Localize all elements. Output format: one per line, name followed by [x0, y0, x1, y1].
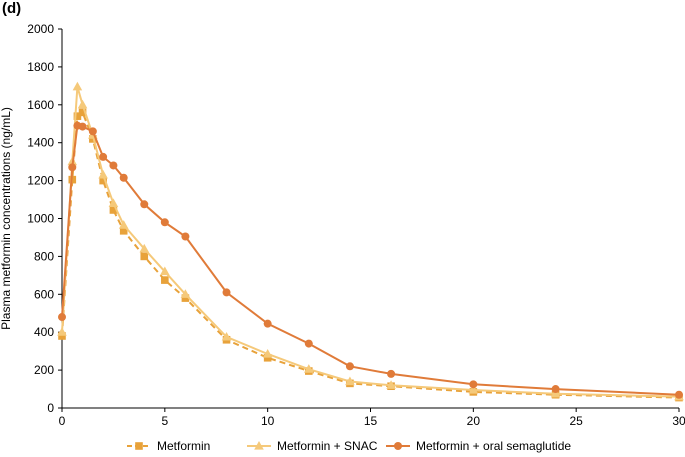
legend-item: Metformin + oral semaglutide	[386, 439, 571, 453]
data-point	[468, 384, 479, 394]
y-tick-label: 1200	[27, 174, 54, 188]
data-point	[181, 232, 190, 241]
y-tick-label: 400	[34, 325, 54, 339]
x-tick-label: 0	[59, 414, 66, 428]
x-tick-label: 10	[261, 414, 275, 428]
data-point	[263, 319, 272, 328]
y-tick-label: 200	[34, 363, 54, 377]
y-tick-label: 1000	[27, 212, 54, 226]
legend-item: Metformin	[127, 439, 210, 453]
data-point	[161, 276, 169, 284]
chart-legend: Metformin Metformin + SNAC Metformin + ora…	[127, 439, 571, 453]
legend-swatch-marker	[254, 441, 264, 450]
y-tick-label: 1600	[27, 98, 54, 112]
x-tick-label: 25	[569, 414, 583, 428]
data-point	[387, 369, 396, 378]
data-point	[139, 243, 150, 253]
legend-label: Metformin + oral semaglutide	[416, 439, 571, 453]
data-point	[140, 252, 149, 261]
data-point	[469, 380, 478, 389]
data-point	[160, 266, 170, 276]
data-point	[386, 380, 396, 389]
data-point	[119, 173, 128, 182]
data-point	[78, 122, 87, 131]
data-point	[221, 331, 232, 341]
data-point	[180, 289, 191, 298]
data-point	[550, 388, 561, 398]
y-tick-label: 0	[47, 401, 54, 415]
series-line	[61, 110, 680, 399]
legend-swatch-marker	[394, 442, 402, 450]
legend-label: Metformin + SNAC	[277, 439, 378, 453]
data-point	[118, 220, 129, 229]
legend-item: Metformin + SNAC	[247, 439, 378, 453]
y-axis-label: Plasma metformin concentrations (ng/mL)	[0, 107, 13, 330]
data-point	[77, 99, 88, 109]
data-point	[98, 169, 108, 179]
data-point	[262, 348, 273, 358]
data-point	[304, 364, 314, 373]
data-point	[73, 112, 82, 120]
data-point	[109, 206, 118, 214]
data-point	[304, 339, 313, 348]
data-point	[99, 176, 107, 185]
y-tick-label: 2000	[27, 22, 54, 36]
data-point	[345, 376, 355, 386]
chart-series	[57, 81, 684, 402]
data-point	[222, 288, 231, 297]
data-point	[68, 163, 77, 172]
y-tick-label: 1800	[27, 60, 54, 74]
x-tick-label: 15	[364, 414, 378, 428]
x-tick-label: 20	[467, 414, 481, 428]
y-tick-label: 800	[34, 249, 54, 263]
x-tick-label: 30	[672, 414, 685, 428]
data-point	[119, 227, 128, 235]
series-line	[61, 86, 680, 398]
y-tick-label: 1400	[27, 136, 54, 150]
data-point	[140, 200, 149, 209]
data-point	[551, 385, 560, 394]
series-2	[57, 81, 684, 401]
panel-label: (d)	[2, 0, 22, 17]
data-point	[58, 313, 66, 322]
data-point	[78, 108, 87, 117]
legend-label: Metformin	[157, 439, 210, 453]
data-point	[263, 353, 272, 362]
data-point	[72, 81, 83, 91]
data-point	[88, 127, 97, 136]
data-point	[181, 294, 190, 302]
data-point	[108, 198, 119, 207]
chart-axes: 0 200 400 600 800 1000 1200 1400 1600 1800 2000 0 5 1…	[0, 22, 685, 428]
data-point	[160, 218, 169, 227]
data-point	[675, 390, 683, 399]
data-point	[58, 332, 66, 340]
data-point	[99, 152, 108, 161]
series-3	[58, 121, 683, 399]
data-point	[109, 161, 118, 170]
y-tick-label: 600	[34, 287, 54, 301]
legend-swatch-marker	[135, 442, 143, 450]
x-tick-label: 5	[161, 414, 168, 428]
data-point	[57, 327, 67, 336]
data-point	[345, 362, 354, 371]
series-1	[58, 108, 683, 402]
